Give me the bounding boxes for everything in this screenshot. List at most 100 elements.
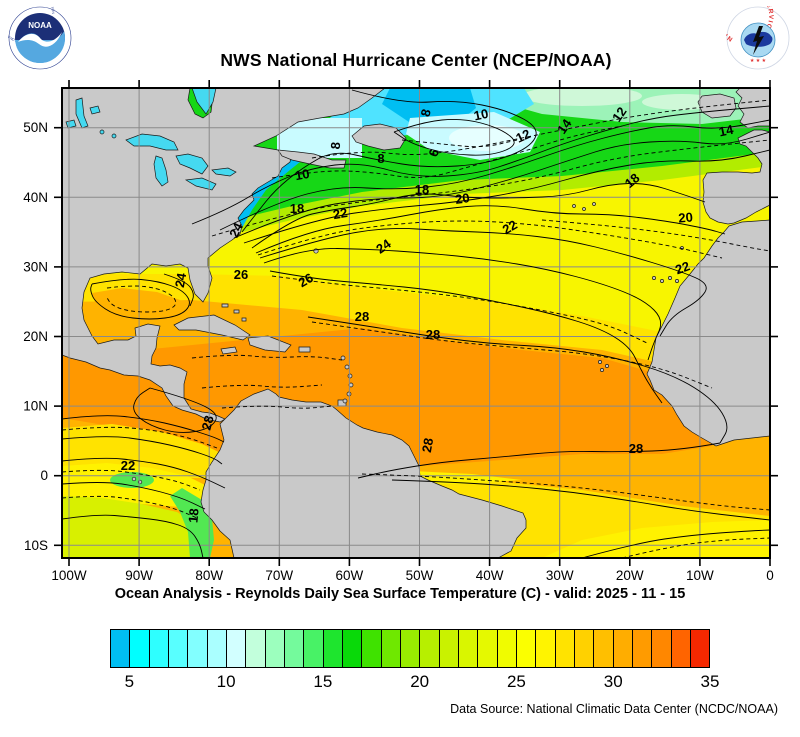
contour-label: 18 xyxy=(415,182,429,197)
contour-line xyxy=(259,228,707,337)
contour-line xyxy=(393,118,515,156)
contour-line xyxy=(90,278,190,320)
contour-label: 8 xyxy=(417,107,433,118)
lat-axis-label: 30N xyxy=(23,259,48,274)
contour-label: 18 xyxy=(290,201,304,216)
colorbar-cell xyxy=(168,630,189,667)
land xyxy=(62,88,770,558)
contour-line xyxy=(163,273,194,307)
nws-stars: ★ ★ ★ xyxy=(750,58,767,64)
colorbar-cell xyxy=(613,630,633,667)
colorbar-cell xyxy=(111,630,131,667)
contour-label: 22 xyxy=(673,258,692,277)
colorbar-cell xyxy=(362,630,382,667)
colorbar-label: 30 xyxy=(603,672,623,691)
lon-axis-label: 0 xyxy=(766,568,774,583)
caption: Ocean Analysis - Reynolds Daily Sea Surf… xyxy=(114,586,686,602)
contour-label: 22 xyxy=(332,205,349,222)
contour-label: 28 xyxy=(426,327,440,342)
nws-lightning-icon xyxy=(753,26,764,55)
colorbar-cell xyxy=(555,630,575,667)
lon-axis-label: 70W xyxy=(265,568,293,583)
lat-axis-label: 40N xyxy=(23,190,48,205)
lat-axis-label: 10S xyxy=(24,538,48,553)
contour-label: 28 xyxy=(355,309,369,324)
colorbar-cell xyxy=(400,630,421,667)
contour-line xyxy=(62,436,223,465)
colorbar-cell xyxy=(439,630,459,667)
contour-line-dashed xyxy=(211,139,770,237)
colorbar-cell xyxy=(478,630,498,667)
colorbar-cell xyxy=(594,630,614,667)
contour-line xyxy=(62,415,225,443)
contour-line-dashed xyxy=(621,537,770,558)
contour-line-dashed xyxy=(361,473,770,511)
contour-line xyxy=(269,270,663,404)
colorbar-cell xyxy=(690,630,710,667)
contour-label: 6 xyxy=(425,147,441,158)
colorbar-cell xyxy=(226,630,247,667)
noaa-label: NOAA xyxy=(28,21,52,30)
contour-line xyxy=(62,482,206,510)
contour-label: 10 xyxy=(472,106,489,124)
colorbar-cell xyxy=(323,630,343,667)
axis-ticks xyxy=(54,80,778,566)
axis-labels: 100W 90W 80W 70W 60W 50W 40W 30W 20W 10W 0 50N 40N 30… xyxy=(23,120,774,583)
contour-label: 26 xyxy=(296,270,316,290)
contour-line xyxy=(219,119,770,231)
lon-axis-label: 20W xyxy=(616,568,644,583)
contour-line xyxy=(581,529,770,558)
contour-label: 8 xyxy=(328,141,344,150)
contour-line xyxy=(357,442,721,479)
map-frame xyxy=(61,87,771,559)
contour-line-dashed xyxy=(62,469,201,491)
contour-line xyxy=(133,387,217,433)
colorbar-cell xyxy=(574,630,595,667)
contour-line xyxy=(263,248,662,361)
contour-label: 26 xyxy=(234,267,248,282)
lat-axis-label: 0 xyxy=(40,468,48,483)
lon-axis-label: 90W xyxy=(125,568,153,583)
lat-axis-label: 50N xyxy=(23,120,48,135)
colorbar-cell xyxy=(342,630,363,667)
lakes xyxy=(65,88,237,191)
colorbar-cell xyxy=(420,630,440,667)
lat-axis-label: 10N xyxy=(23,399,48,414)
colorbar-cell xyxy=(497,630,517,667)
contour-line-dashed xyxy=(401,139,518,148)
lon-axis-label: 40W xyxy=(476,568,504,583)
contour-label: 8 xyxy=(377,151,384,166)
colorbar-label: 15 xyxy=(313,672,333,691)
contour-line-dashed xyxy=(191,354,343,361)
colorbar-label: 10 xyxy=(216,672,236,691)
contour-line-dashed xyxy=(311,99,770,159)
data-source: Data Source: National Climatic Data Cent… xyxy=(450,702,778,716)
contour-line xyxy=(62,514,204,558)
contour-line xyxy=(241,89,537,233)
contour-label: 10 xyxy=(294,166,311,183)
lon-axis-label: 30W xyxy=(546,568,574,583)
contour-line-dashed xyxy=(541,219,770,252)
contour-line xyxy=(191,105,770,225)
colorbar-cell xyxy=(284,630,305,667)
contour-label: 20 xyxy=(678,209,694,225)
contour-line-dashed xyxy=(271,125,623,179)
colorbar-label: 20 xyxy=(410,672,430,691)
colorbar-cell xyxy=(246,630,266,667)
page-title: NWS National Hurricane Center (NCEP/NOAA… xyxy=(220,50,612,70)
lon-axis-label: 60W xyxy=(336,568,364,583)
colorbar-label: 35 xyxy=(700,672,720,691)
contour-line xyxy=(233,131,770,239)
contour-line xyxy=(391,479,770,521)
contour-label: 14 xyxy=(717,122,735,140)
colorbar-cell xyxy=(207,630,227,667)
contour-label: 24 xyxy=(226,220,246,240)
contour-line-dashed xyxy=(62,426,218,449)
lon-axis-label: 80W xyxy=(195,568,223,583)
contour-label: 28 xyxy=(419,437,436,454)
colorbar-cell xyxy=(632,630,653,667)
noaa-bird-icon xyxy=(18,32,62,47)
